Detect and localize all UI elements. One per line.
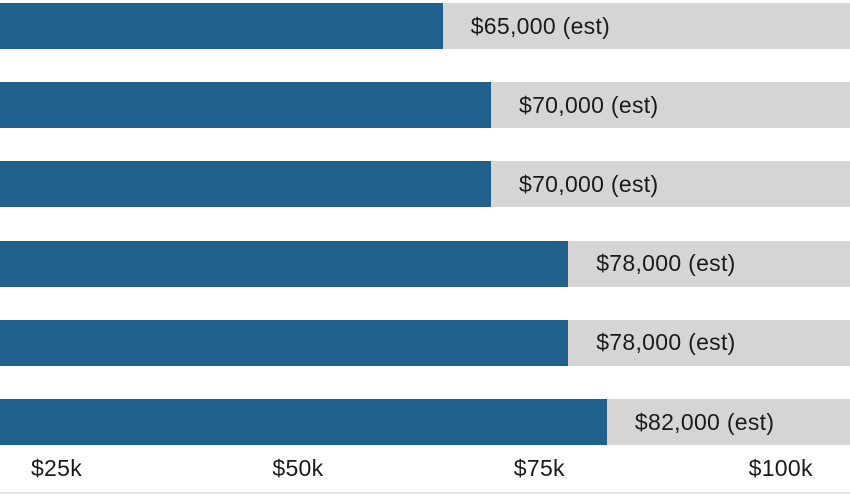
bar [0, 82, 491, 129]
bar-value-label: $70,000 (est) [519, 91, 659, 118]
x-axis-tick-label: $25k [30, 455, 83, 481]
bar [0, 240, 569, 287]
x-axis-tick-label: $50k [272, 455, 324, 481]
bar-row: $82,000 (est) [0, 399, 850, 445]
bar [0, 3, 443, 49]
bar [0, 161, 491, 208]
bar-row: $65,000 (est) [0, 3, 850, 49]
bar [0, 399, 607, 445]
bar-row: $70,000 (est) [0, 161, 850, 208]
axis-baseline [0, 492, 850, 494]
bar-row: $78,000 (est) [0, 240, 850, 287]
bar-row: $78,000 (est) [0, 319, 850, 366]
bar-value-label: $78,000 (est) [596, 329, 736, 356]
bar [0, 319, 569, 366]
x-axis-tick-label: $75k [513, 455, 565, 481]
bar-value-label: $70,000 (est) [519, 170, 659, 197]
bar-value-label: $78,000 (est) [596, 250, 736, 277]
bar-value-label: $82,000 (est) [634, 408, 775, 435]
bar-value-label: $65,000 (est) [470, 12, 611, 39]
x-axis-tick-label: $100k [748, 455, 813, 481]
bar-row: $70,000 (est) [0, 82, 850, 129]
